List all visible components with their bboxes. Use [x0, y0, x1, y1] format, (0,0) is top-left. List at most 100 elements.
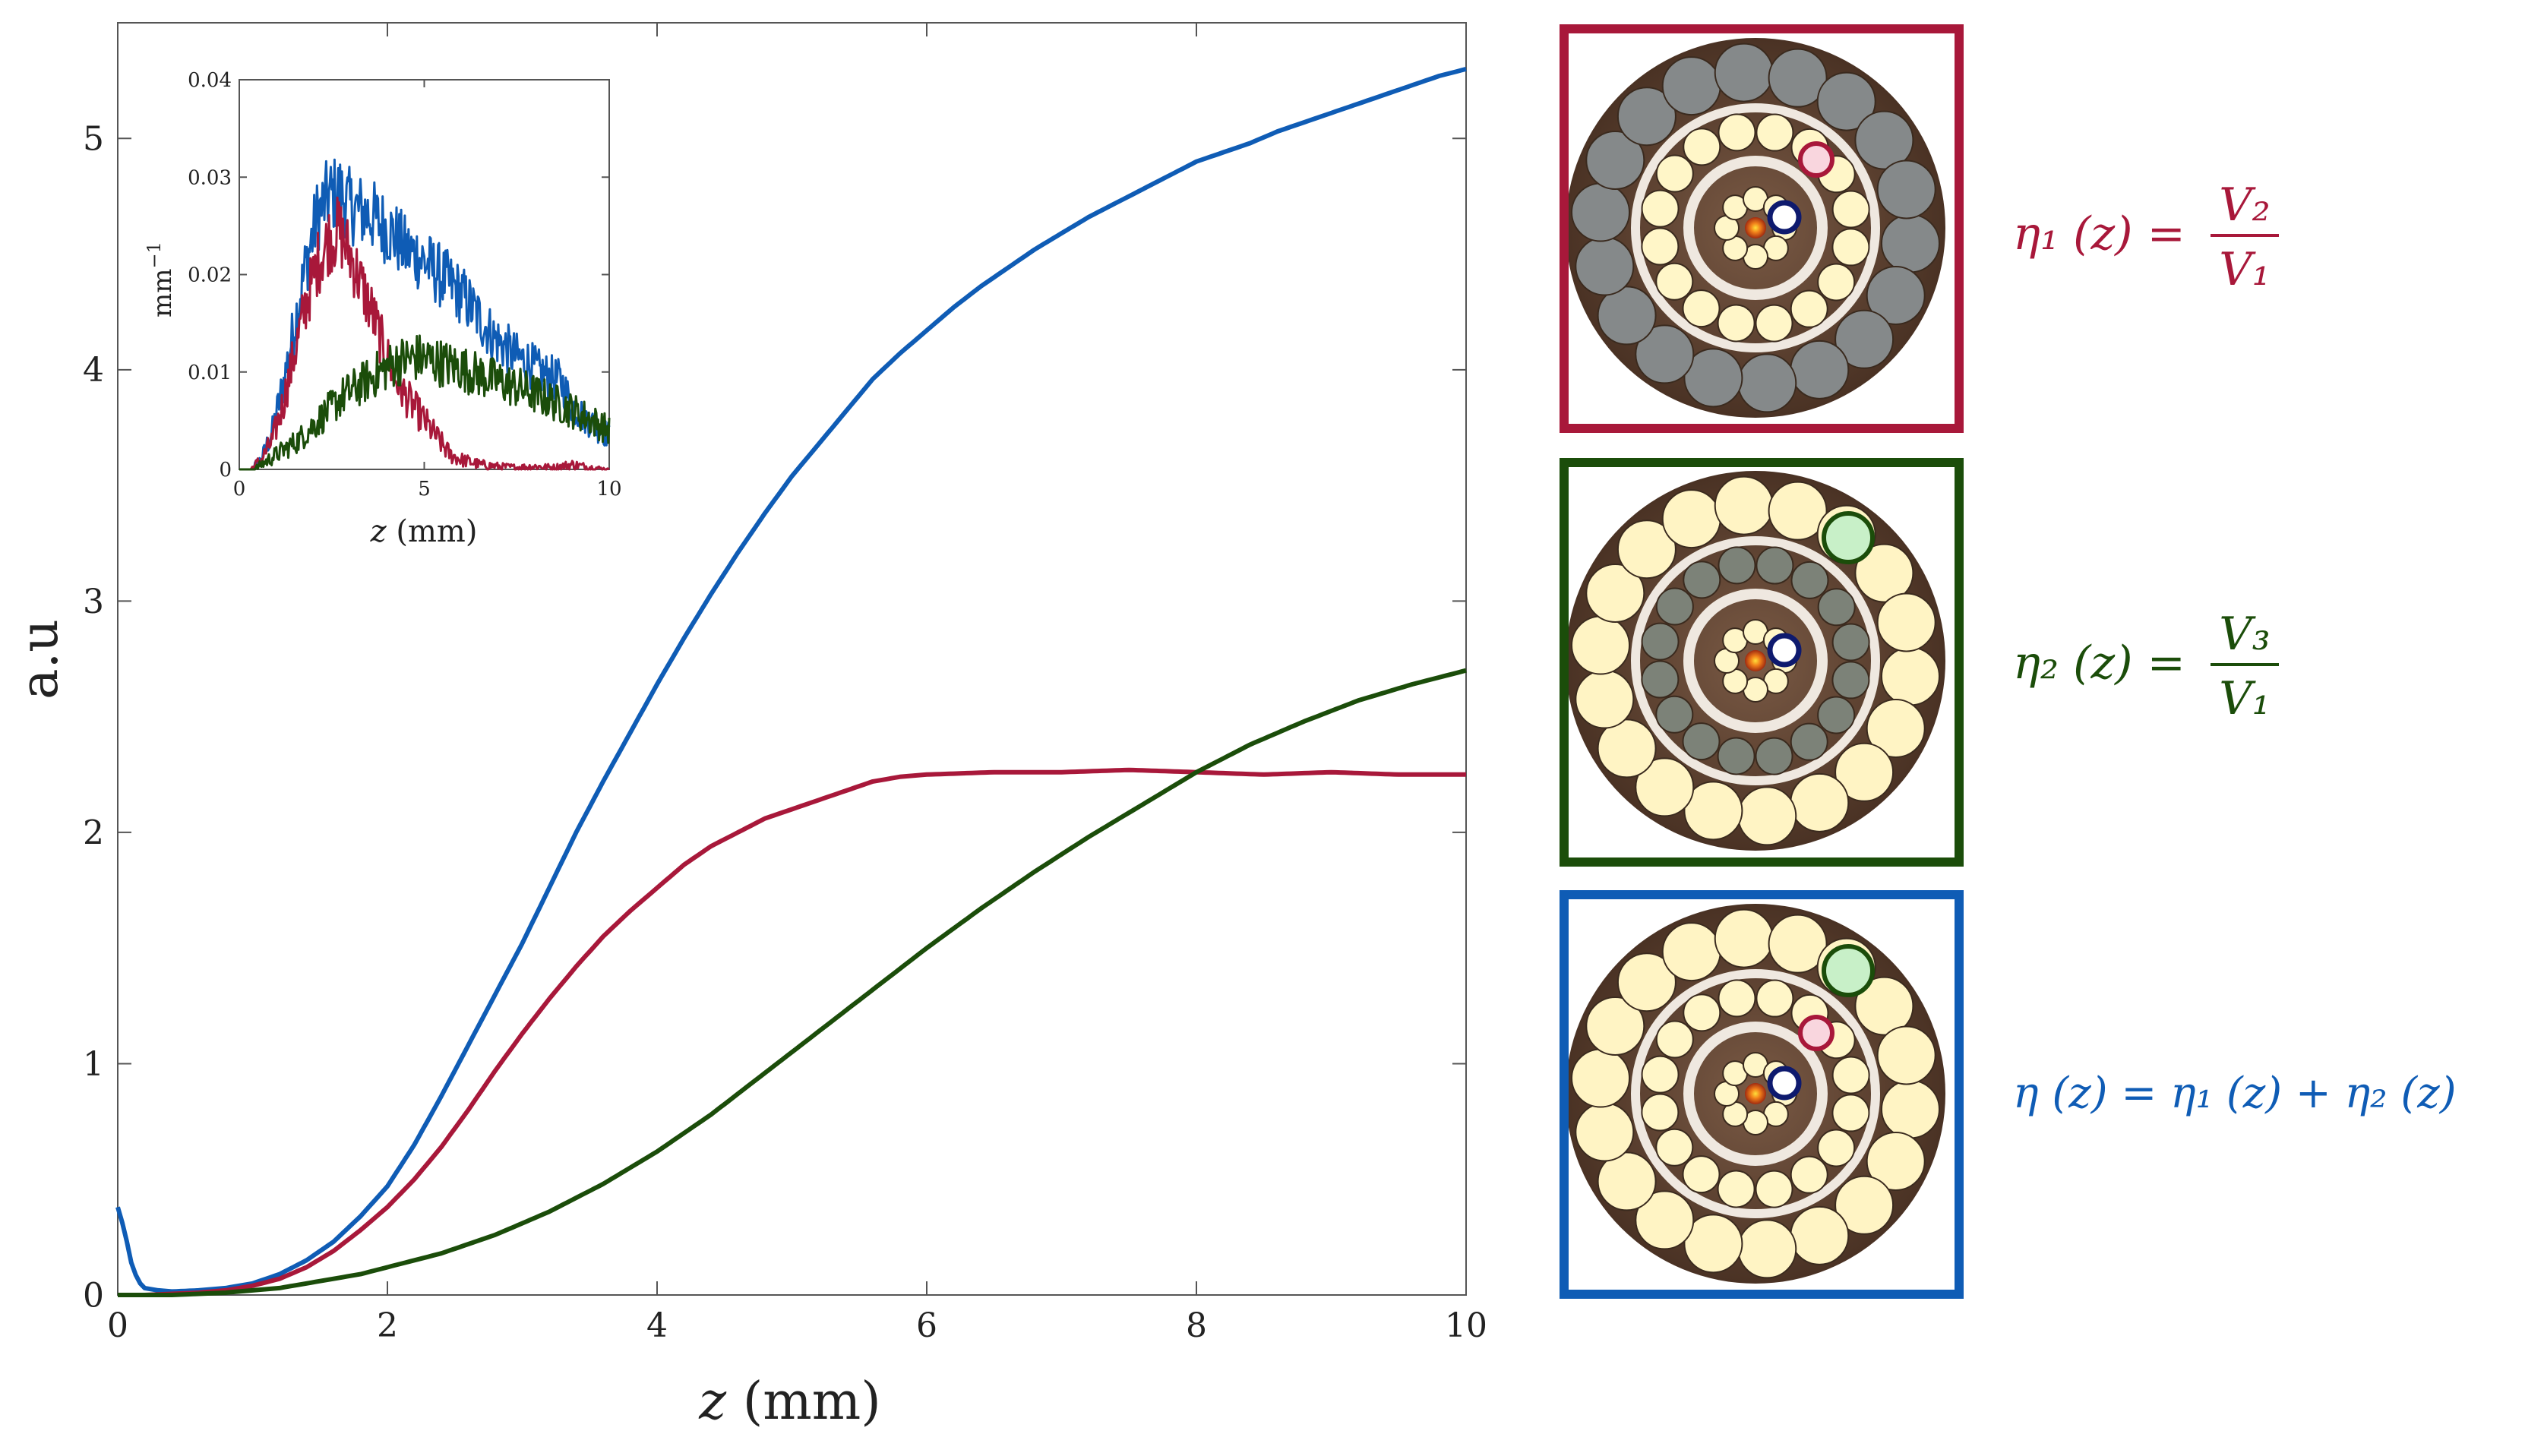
outer-capillary	[1635, 757, 1695, 817]
outer-capillary	[1876, 592, 1936, 652]
inset-xlabel-unit: (mm)	[396, 514, 477, 549]
outer-capillary	[1876, 159, 1936, 220]
outer-capillary	[1880, 646, 1940, 706]
middle-capillary	[1683, 561, 1721, 599]
formula-eta: η (z) = η₁ (z) + η₂ (z)	[2013, 1069, 2457, 1118]
main-plot-frame	[117, 22, 1467, 1296]
main-xtick-label: 10	[1445, 1306, 1487, 1345]
main-series-1z	[118, 767, 1466, 1297]
outer-capillary	[1768, 914, 1828, 974]
inset-xtick-label: 0	[233, 478, 246, 501]
middle-capillary	[1655, 695, 1694, 734]
inset-chart: 0 5 10 0 0.01 0.02 0.03 0.04 mm−1 z (mm)	[144, 69, 622, 549]
middle-capillary	[1641, 227, 1680, 266]
outer-capillary	[1575, 669, 1635, 729]
inset-lines	[239, 158, 611, 471]
main-ytick-label: 0	[83, 1276, 104, 1315]
inset-series-red	[239, 196, 610, 471]
formula-eta-text: η (z) = η₁ (z) + η₂ (z)	[2013, 1069, 2457, 1118]
outer-capillary	[1571, 1048, 1631, 1108]
outer-capillary	[1714, 43, 1774, 103]
middle-capillary	[1817, 263, 1856, 302]
outer-capillary	[1790, 1205, 1850, 1265]
middle-capillary	[1790, 289, 1828, 328]
outer-capillary	[1616, 87, 1676, 147]
outer-capillary	[1661, 56, 1721, 116]
outer-capillary	[1683, 781, 1743, 841]
main-xlabel: z (mm)	[698, 1372, 880, 1432]
middle-capillary	[1831, 1094, 1870, 1132]
outer-capillary	[1683, 348, 1743, 408]
inset-ytick-label: 0.04	[188, 69, 232, 92]
outer-capillary	[1571, 182, 1631, 242]
middle-capillary	[1718, 546, 1756, 585]
middle-capillary	[1717, 1170, 1755, 1208]
outer-capillary	[1737, 353, 1797, 413]
middle-capillary	[1655, 1020, 1694, 1059]
middle-capillary	[1655, 262, 1694, 301]
middle-capillary	[1682, 289, 1721, 328]
middle-capillary	[1718, 113, 1756, 152]
fiber-panel-3	[1560, 890, 1964, 1299]
fiber-core	[1745, 1083, 1766, 1104]
middle-capillary	[1717, 737, 1755, 775]
inner-ring	[1683, 1022, 1828, 1166]
main-ylabel: a.u	[10, 619, 70, 700]
inset-ytick-label: 0.01	[188, 362, 232, 384]
inset-ylabel: mm−1	[144, 242, 178, 317]
fiber-panel-1	[1560, 24, 1964, 433]
middle-capillary	[1641, 1055, 1680, 1094]
formula-eta2-lhs: η₂ (z) =	[2013, 636, 2185, 690]
inset-xtick-label: 10	[596, 478, 621, 501]
main-xtick-label: 0	[107, 1306, 128, 1345]
inset-ylabel-unit: mm	[147, 268, 178, 317]
main-xtick-label: 4	[646, 1306, 668, 1345]
main-xlabel-unit: (mm)	[743, 1372, 881, 1432]
outer-capillary	[1616, 952, 1676, 1012]
outer-capillary	[1661, 922, 1721, 982]
outer-capillary	[1854, 976, 1914, 1036]
inset-ticks: 0 5 10 0 0.01 0.02 0.03 0.04	[188, 69, 621, 501]
fiber-core	[1745, 650, 1766, 671]
main-ytick-label: 2	[83, 813, 104, 852]
outer-capillary	[1834, 309, 1895, 369]
middle-capillary	[1790, 722, 1828, 761]
main-series-z	[115, 66, 1467, 1294]
outer-capillary	[1575, 236, 1635, 296]
core-marker	[1767, 633, 1802, 668]
middle-capillary	[1755, 979, 1794, 1018]
outer-capillary	[1834, 742, 1895, 802]
middle-capillary	[1831, 190, 1870, 229]
middle-capillary	[1790, 561, 1829, 599]
main-ytick-label: 5	[83, 120, 104, 159]
outer-capillary	[1683, 1214, 1743, 1274]
middle-capillary	[1755, 546, 1794, 585]
mid-ring-marker	[1798, 1015, 1834, 1051]
core-marker	[1767, 200, 1802, 235]
main-ytick-label: 1	[83, 1045, 104, 1084]
outer-capillary	[1866, 1131, 1926, 1191]
panel-frame	[1560, 458, 1964, 867]
panel-frame	[1560, 24, 1964, 433]
middle-capillary	[1755, 737, 1793, 775]
main-lines	[115, 66, 1467, 1297]
inset-ylabel-exp: −1	[144, 242, 165, 268]
outer-capillary	[1597, 1151, 1657, 1211]
outer-capillary	[1597, 719, 1657, 779]
outer-capillary	[1585, 564, 1645, 624]
outer-capillary	[1616, 520, 1676, 580]
formula-eta2-den: V₁	[2219, 672, 2270, 725]
main-ticks: 0 2 4 6 8 10 0 1 2 3 4 5	[83, 23, 1487, 1345]
main-xtick-label: 6	[916, 1306, 937, 1345]
middle-capillary	[1717, 304, 1755, 343]
main-xlabel-var: z	[698, 1372, 727, 1432]
inset-ytick-label: 0	[219, 459, 232, 482]
outer-capillary	[1635, 1190, 1695, 1250]
outer-capillary	[1768, 48, 1828, 108]
outer-capillary	[1790, 340, 1850, 400]
middle-capillary	[1755, 113, 1794, 152]
middle-capillary	[1641, 660, 1680, 699]
outer-capillary	[1854, 110, 1914, 170]
middle-capillary	[1641, 622, 1680, 661]
